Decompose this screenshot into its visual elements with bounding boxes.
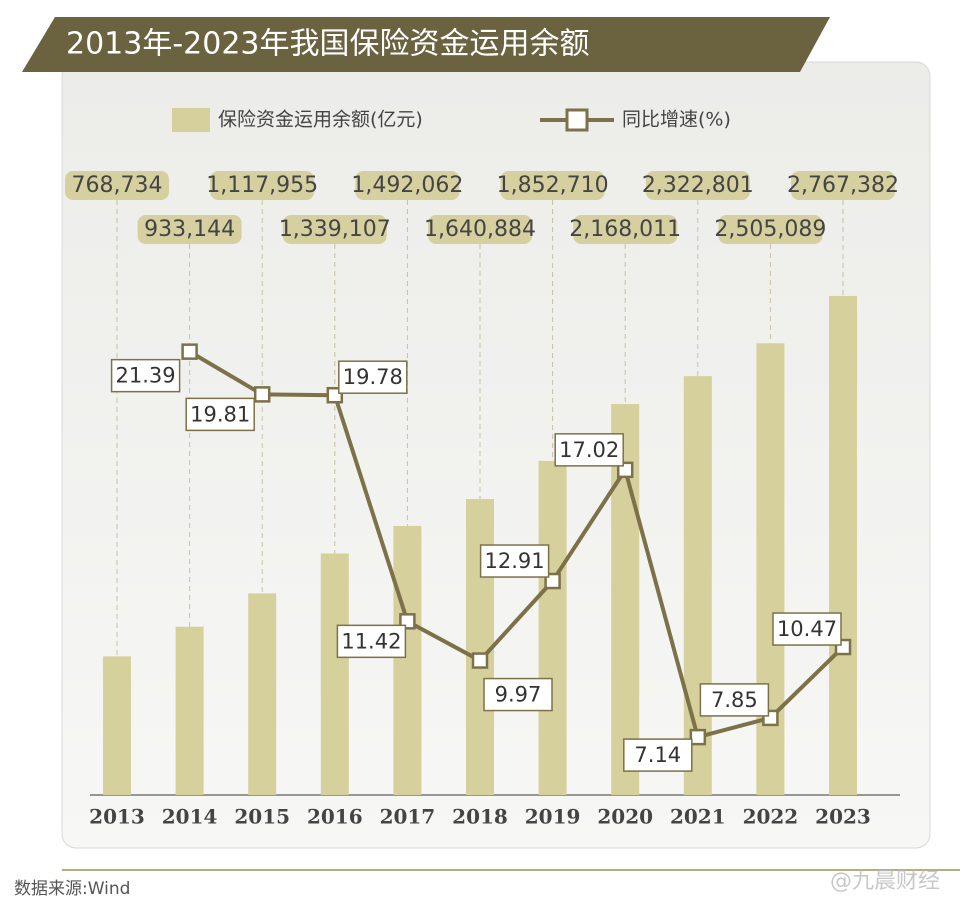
line-label: 17.02 — [559, 438, 619, 462]
bar — [756, 343, 785, 795]
line-label: 7.85 — [711, 688, 758, 712]
source: 数据来源:Wind — [14, 879, 130, 899]
value-label: 1,492,062 — [351, 173, 463, 198]
line — [188, 349, 845, 740]
line-label: 19.78 — [343, 365, 403, 389]
value-label: 2,168,011 — [569, 217, 681, 242]
value-label-box — [65, 171, 169, 200]
line-label: 7.14 — [634, 743, 681, 767]
line-label-box — [699, 683, 770, 717]
line-label-box — [623, 738, 693, 772]
line-label-box — [554, 433, 624, 467]
value-label: 2,767,382 — [787, 173, 899, 198]
line-label-box — [772, 612, 842, 646]
x-tick-label: 2018 — [452, 805, 508, 829]
line-label-box — [185, 397, 255, 432]
value-label-box — [428, 215, 532, 244]
line-label: 19.81 — [190, 402, 250, 426]
x-tick-label: 2019 — [525, 805, 581, 829]
value-label-box — [137, 215, 242, 244]
legend-label: 保险资金运用余额(亿元) — [218, 109, 423, 131]
value-label-box — [282, 215, 387, 244]
line-label-box — [479, 544, 550, 578]
legend-label: 同比增速(%) — [622, 109, 731, 131]
bar — [103, 656, 131, 795]
value-label-box — [500, 171, 605, 200]
line-marker — [181, 343, 198, 360]
x-tick-label: 2015 — [234, 805, 290, 829]
x-tick-label: 2023 — [815, 805, 871, 829]
bar — [320, 553, 349, 795]
value-label-box — [645, 171, 750, 200]
x-tick-label: 2021 — [670, 805, 726, 829]
title-banner — [22, 17, 830, 72]
value-label-box — [791, 171, 895, 200]
bar — [538, 460, 567, 795]
x-tick-label: 2017 — [380, 805, 436, 829]
value-label: 2,505,089 — [714, 217, 826, 242]
line-label-box — [338, 360, 408, 394]
legend-swatch — [172, 108, 210, 132]
x-tick-label: 2022 — [743, 805, 799, 829]
x-tick-label: 2020 — [597, 805, 653, 829]
line-marker — [253, 386, 271, 403]
value-label-box — [210, 171, 315, 200]
line-label-box — [336, 624, 407, 659]
bar — [829, 295, 857, 795]
bar — [393, 525, 422, 795]
legend-marker — [565, 108, 589, 132]
value-label: 933,144 — [144, 217, 235, 242]
line-label: 12.91 — [485, 549, 545, 573]
x-tick-label: 2016 — [307, 805, 363, 829]
bar — [248, 593, 277, 795]
value-label: 2,322,801 — [642, 173, 754, 198]
x-tick-label: 2013 — [89, 805, 145, 829]
value-label: 768,734 — [72, 173, 163, 198]
line-label: 9.97 — [495, 683, 542, 707]
line-label: 11.42 — [341, 629, 401, 653]
value-label-box — [355, 171, 460, 200]
bar — [683, 376, 712, 795]
line-label-box — [110, 358, 181, 393]
chart-title: 2013年-2023年我国保险资金运用余额 — [66, 27, 590, 62]
line-label-box — [483, 677, 553, 712]
line-marker — [471, 652, 489, 669]
line-marker — [689, 728, 707, 746]
value-label: 1,640,884 — [424, 217, 536, 242]
value-label: 1,117,955 — [206, 173, 318, 198]
line-label: 21.39 — [116, 364, 176, 388]
value-label-box — [718, 215, 823, 244]
value-label-box — [573, 215, 678, 244]
line-label: 10.47 — [777, 617, 837, 641]
value-label: 1,852,710 — [497, 173, 609, 198]
x-tick-label: 2014 — [162, 805, 218, 829]
watermark: @九晨财经 — [830, 869, 940, 894]
bar — [175, 626, 204, 795]
value-label: 1,339,107 — [279, 217, 391, 242]
